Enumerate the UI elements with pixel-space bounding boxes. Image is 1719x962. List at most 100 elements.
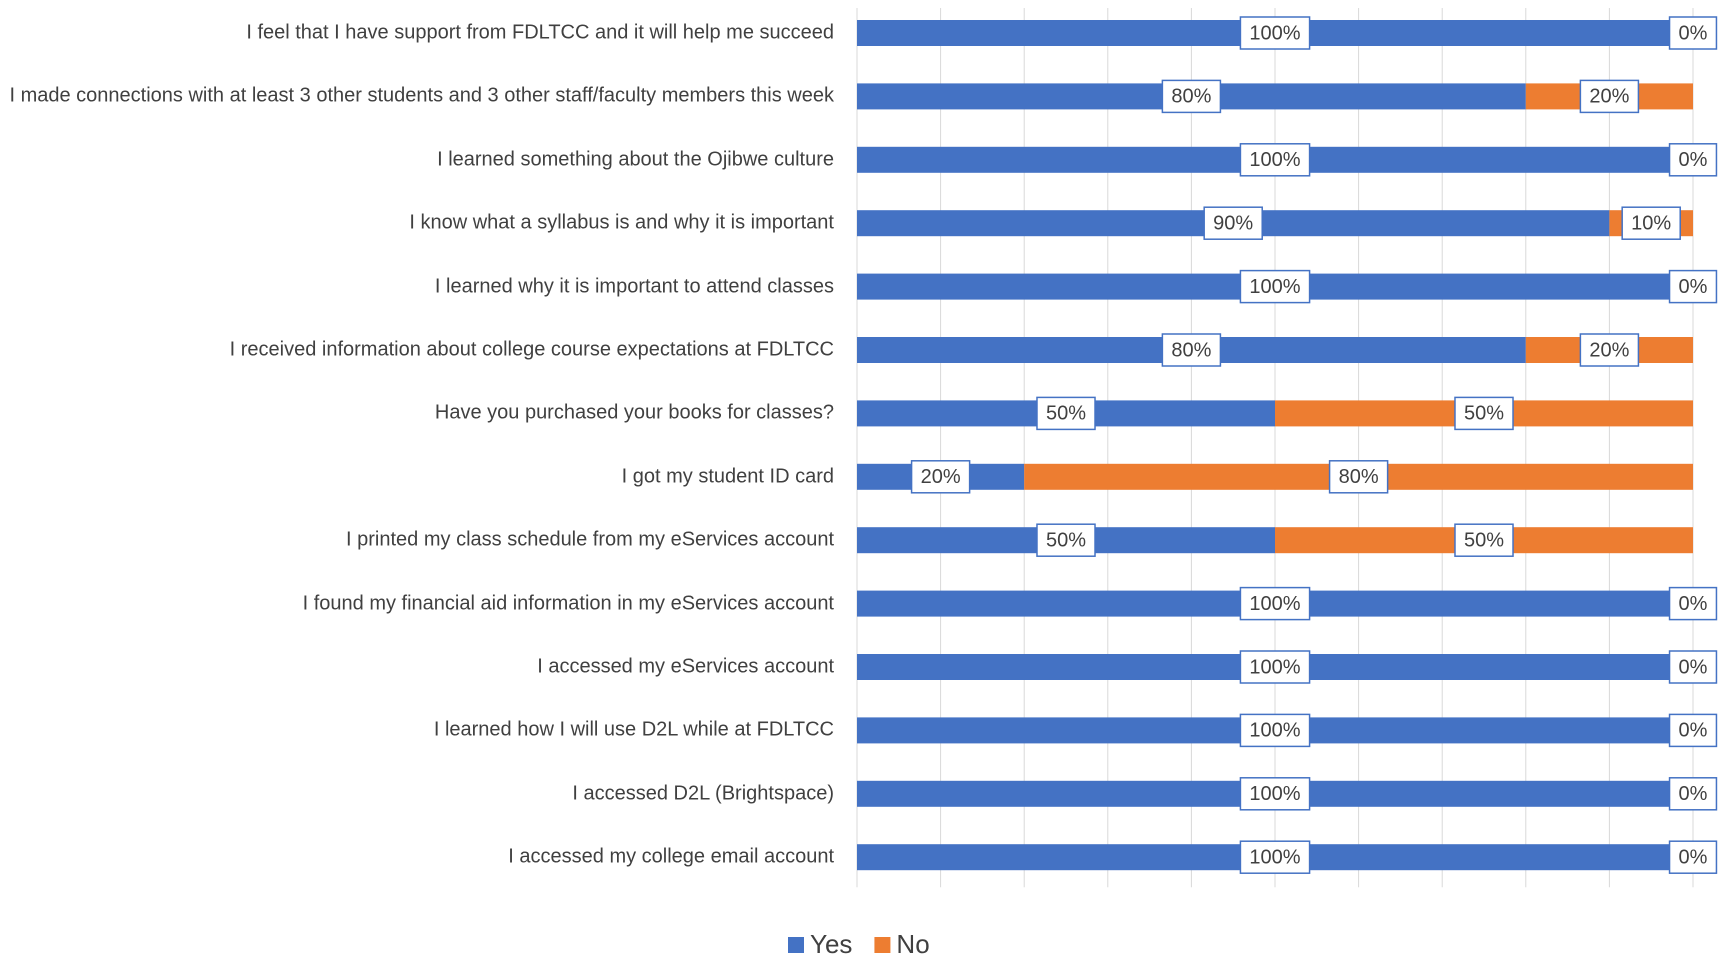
data-label-text: 90%	[1213, 212, 1253, 234]
data-label: 20%	[1579, 79, 1640, 114]
category-label: I accessed my eServices account	[537, 655, 834, 678]
category-label: I know what a syllabus is and why it is …	[409, 211, 834, 234]
data-label: 50%	[1036, 523, 1096, 557]
data-label: 20%	[910, 460, 971, 494]
data-label-box	[1668, 840, 1718, 874]
data-label: 100%	[1239, 143, 1311, 177]
data-label: 0%	[1668, 586, 1718, 621]
legend-label: Yes	[810, 929, 852, 959]
data-label-text: 0%	[1679, 149, 1708, 171]
data-label-text: 100%	[1249, 783, 1300, 805]
data-label-box	[1239, 16, 1311, 50]
data-label-box	[1203, 206, 1263, 240]
data-label: 100%	[1239, 777, 1311, 811]
data-label-box	[1036, 396, 1096, 431]
data-label-box	[1621, 206, 1681, 240]
category-label: I received information about college cou…	[229, 338, 834, 361]
data-label-text: 20%	[1589, 86, 1629, 108]
data-label-text: 80%	[1171, 86, 1211, 108]
data-label: 90%	[1203, 206, 1263, 240]
data-label-text: 100%	[1249, 593, 1300, 615]
data-label-text: 100%	[1249, 276, 1300, 298]
data-label-text: 100%	[1249, 720, 1300, 742]
data-label-box	[1239, 143, 1311, 177]
data-label-box	[1668, 777, 1718, 811]
data-label-text: 50%	[1464, 529, 1504, 551]
category-label: I found my financial aid information in …	[302, 592, 834, 615]
data-label-box	[1239, 650, 1311, 684]
data-label-box	[1668, 16, 1718, 50]
data-label-text: 20%	[921, 466, 961, 488]
data-label-box	[1239, 269, 1311, 304]
data-label: 100%	[1239, 269, 1311, 304]
category-label: I accessed my college email account	[508, 845, 834, 868]
data-label-text: 50%	[1046, 403, 1086, 425]
data-label-box	[910, 460, 971, 494]
data-label-text: 100%	[1249, 149, 1300, 171]
category-label: I feel that I have support from FDLTCC a…	[246, 21, 834, 44]
data-label: 0%	[1668, 269, 1718, 304]
data-label-text: 100%	[1249, 846, 1300, 868]
category-label: I learned how I will use D2L while at FD…	[433, 718, 834, 741]
data-label-box	[1454, 396, 1514, 431]
data-label-box	[1239, 713, 1311, 748]
category-label: I learned why it is important to attend …	[434, 275, 834, 298]
data-label-text: 80%	[1339, 466, 1379, 488]
data-label: 0%	[1668, 713, 1718, 748]
data-label-text: 0%	[1679, 846, 1708, 868]
data-label: 0%	[1668, 16, 1718, 50]
data-label-box	[1668, 269, 1718, 304]
category-label: Have you purchased your books for classe…	[434, 401, 834, 424]
data-label-box	[1161, 333, 1222, 367]
legend-swatch	[788, 937, 804, 953]
data-label-box	[1036, 523, 1096, 557]
data-label-text: 50%	[1464, 403, 1504, 425]
data-label: 80%	[1328, 460, 1389, 494]
data-label-text: 0%	[1679, 276, 1708, 298]
data-label: 0%	[1668, 777, 1718, 811]
data-label: 100%	[1239, 16, 1311, 50]
data-label-text: 0%	[1679, 656, 1708, 678]
data-label-box	[1239, 586, 1311, 621]
data-label-box	[1239, 777, 1311, 811]
category-label: I made connections with at least 3 other…	[9, 84, 834, 107]
data-label: 100%	[1239, 840, 1311, 874]
legend-swatch	[874, 937, 891, 953]
data-label: 10%	[1621, 206, 1681, 240]
data-label: 100%	[1239, 586, 1311, 621]
data-label: 100%	[1239, 713, 1311, 748]
data-label: 20%	[1579, 333, 1640, 367]
data-label-text: 0%	[1679, 720, 1708, 742]
data-label-box	[1668, 586, 1718, 621]
data-label: 80%	[1161, 79, 1222, 114]
data-label-box	[1668, 143, 1718, 177]
data-label: 0%	[1668, 143, 1718, 177]
legend-label: No	[896, 929, 929, 959]
data-label: 100%	[1239, 650, 1311, 684]
data-label-text: 100%	[1249, 656, 1300, 678]
data-label-text: 20%	[1589, 339, 1629, 361]
data-label-box	[1579, 79, 1640, 114]
category-label: I got my student ID card	[621, 465, 834, 488]
data-label-box	[1239, 840, 1311, 874]
category-label: I accessed D2L (Brightspace)	[572, 782, 834, 805]
data-label: 0%	[1668, 650, 1718, 684]
data-label-text: 10%	[1631, 212, 1671, 234]
data-label: 0%	[1668, 840, 1718, 874]
data-label-box	[1668, 713, 1718, 748]
data-label-box	[1579, 333, 1640, 367]
data-label: 50%	[1454, 523, 1514, 557]
category-label: I printed my class schedule from my eSer…	[346, 528, 834, 551]
data-label: 80%	[1161, 333, 1222, 367]
data-label-box	[1328, 460, 1389, 494]
data-label-box	[1161, 79, 1222, 114]
data-label-box	[1668, 650, 1718, 684]
data-label-text: 80%	[1171, 339, 1211, 361]
data-label: 50%	[1454, 396, 1514, 431]
data-label-text: 100%	[1249, 22, 1300, 44]
data-label-text: 50%	[1046, 529, 1086, 551]
data-label-text: 0%	[1679, 593, 1708, 615]
data-label: 50%	[1036, 396, 1096, 431]
